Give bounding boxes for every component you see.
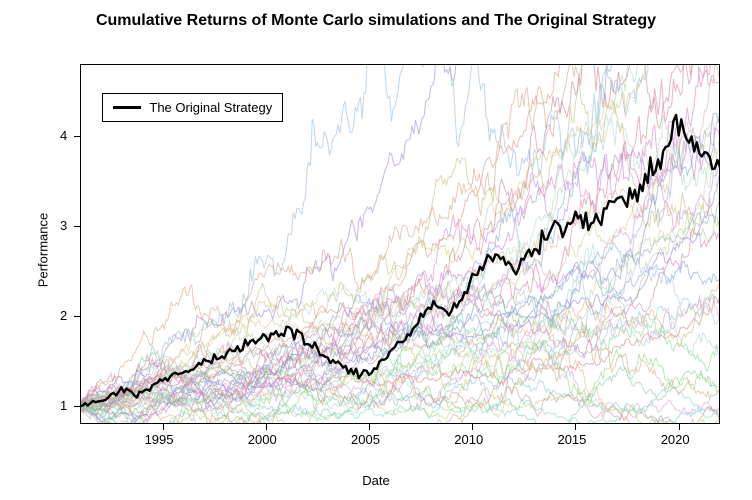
y-axis-label: Performance [36, 213, 51, 287]
legend-box: The Original Strategy [102, 93, 283, 122]
y-tick-label: 2 [60, 308, 67, 323]
x-tick [369, 424, 370, 430]
legend-swatch [113, 106, 141, 109]
x-tick-label: 2010 [454, 432, 483, 447]
y-tick-label: 3 [60, 218, 67, 233]
x-tick [679, 424, 680, 430]
x-tick [266, 424, 267, 430]
legend-label: The Original Strategy [149, 100, 272, 115]
x-tick-label: 2000 [248, 432, 277, 447]
x-tick [163, 424, 164, 430]
x-tick [575, 424, 576, 430]
y-tick-label: 4 [60, 128, 67, 143]
y-tick [74, 406, 80, 407]
plot-area: The Original Strategy [80, 64, 720, 424]
y-tick [74, 136, 80, 137]
y-tick [74, 226, 80, 227]
x-tick-label: 1995 [145, 432, 174, 447]
y-tick-label: 1 [60, 398, 67, 413]
x-tick-label: 2005 [351, 432, 380, 447]
x-tick [472, 424, 473, 430]
x-axis-label: Date [0, 473, 752, 488]
y-tick [74, 316, 80, 317]
chart-root: Cumulative Returns of Monte Carlo simula… [0, 0, 752, 500]
x-tick-label: 2020 [661, 432, 690, 447]
x-tick-label: 2015 [557, 432, 586, 447]
chart-title: Cumulative Returns of Monte Carlo simula… [0, 12, 752, 30]
